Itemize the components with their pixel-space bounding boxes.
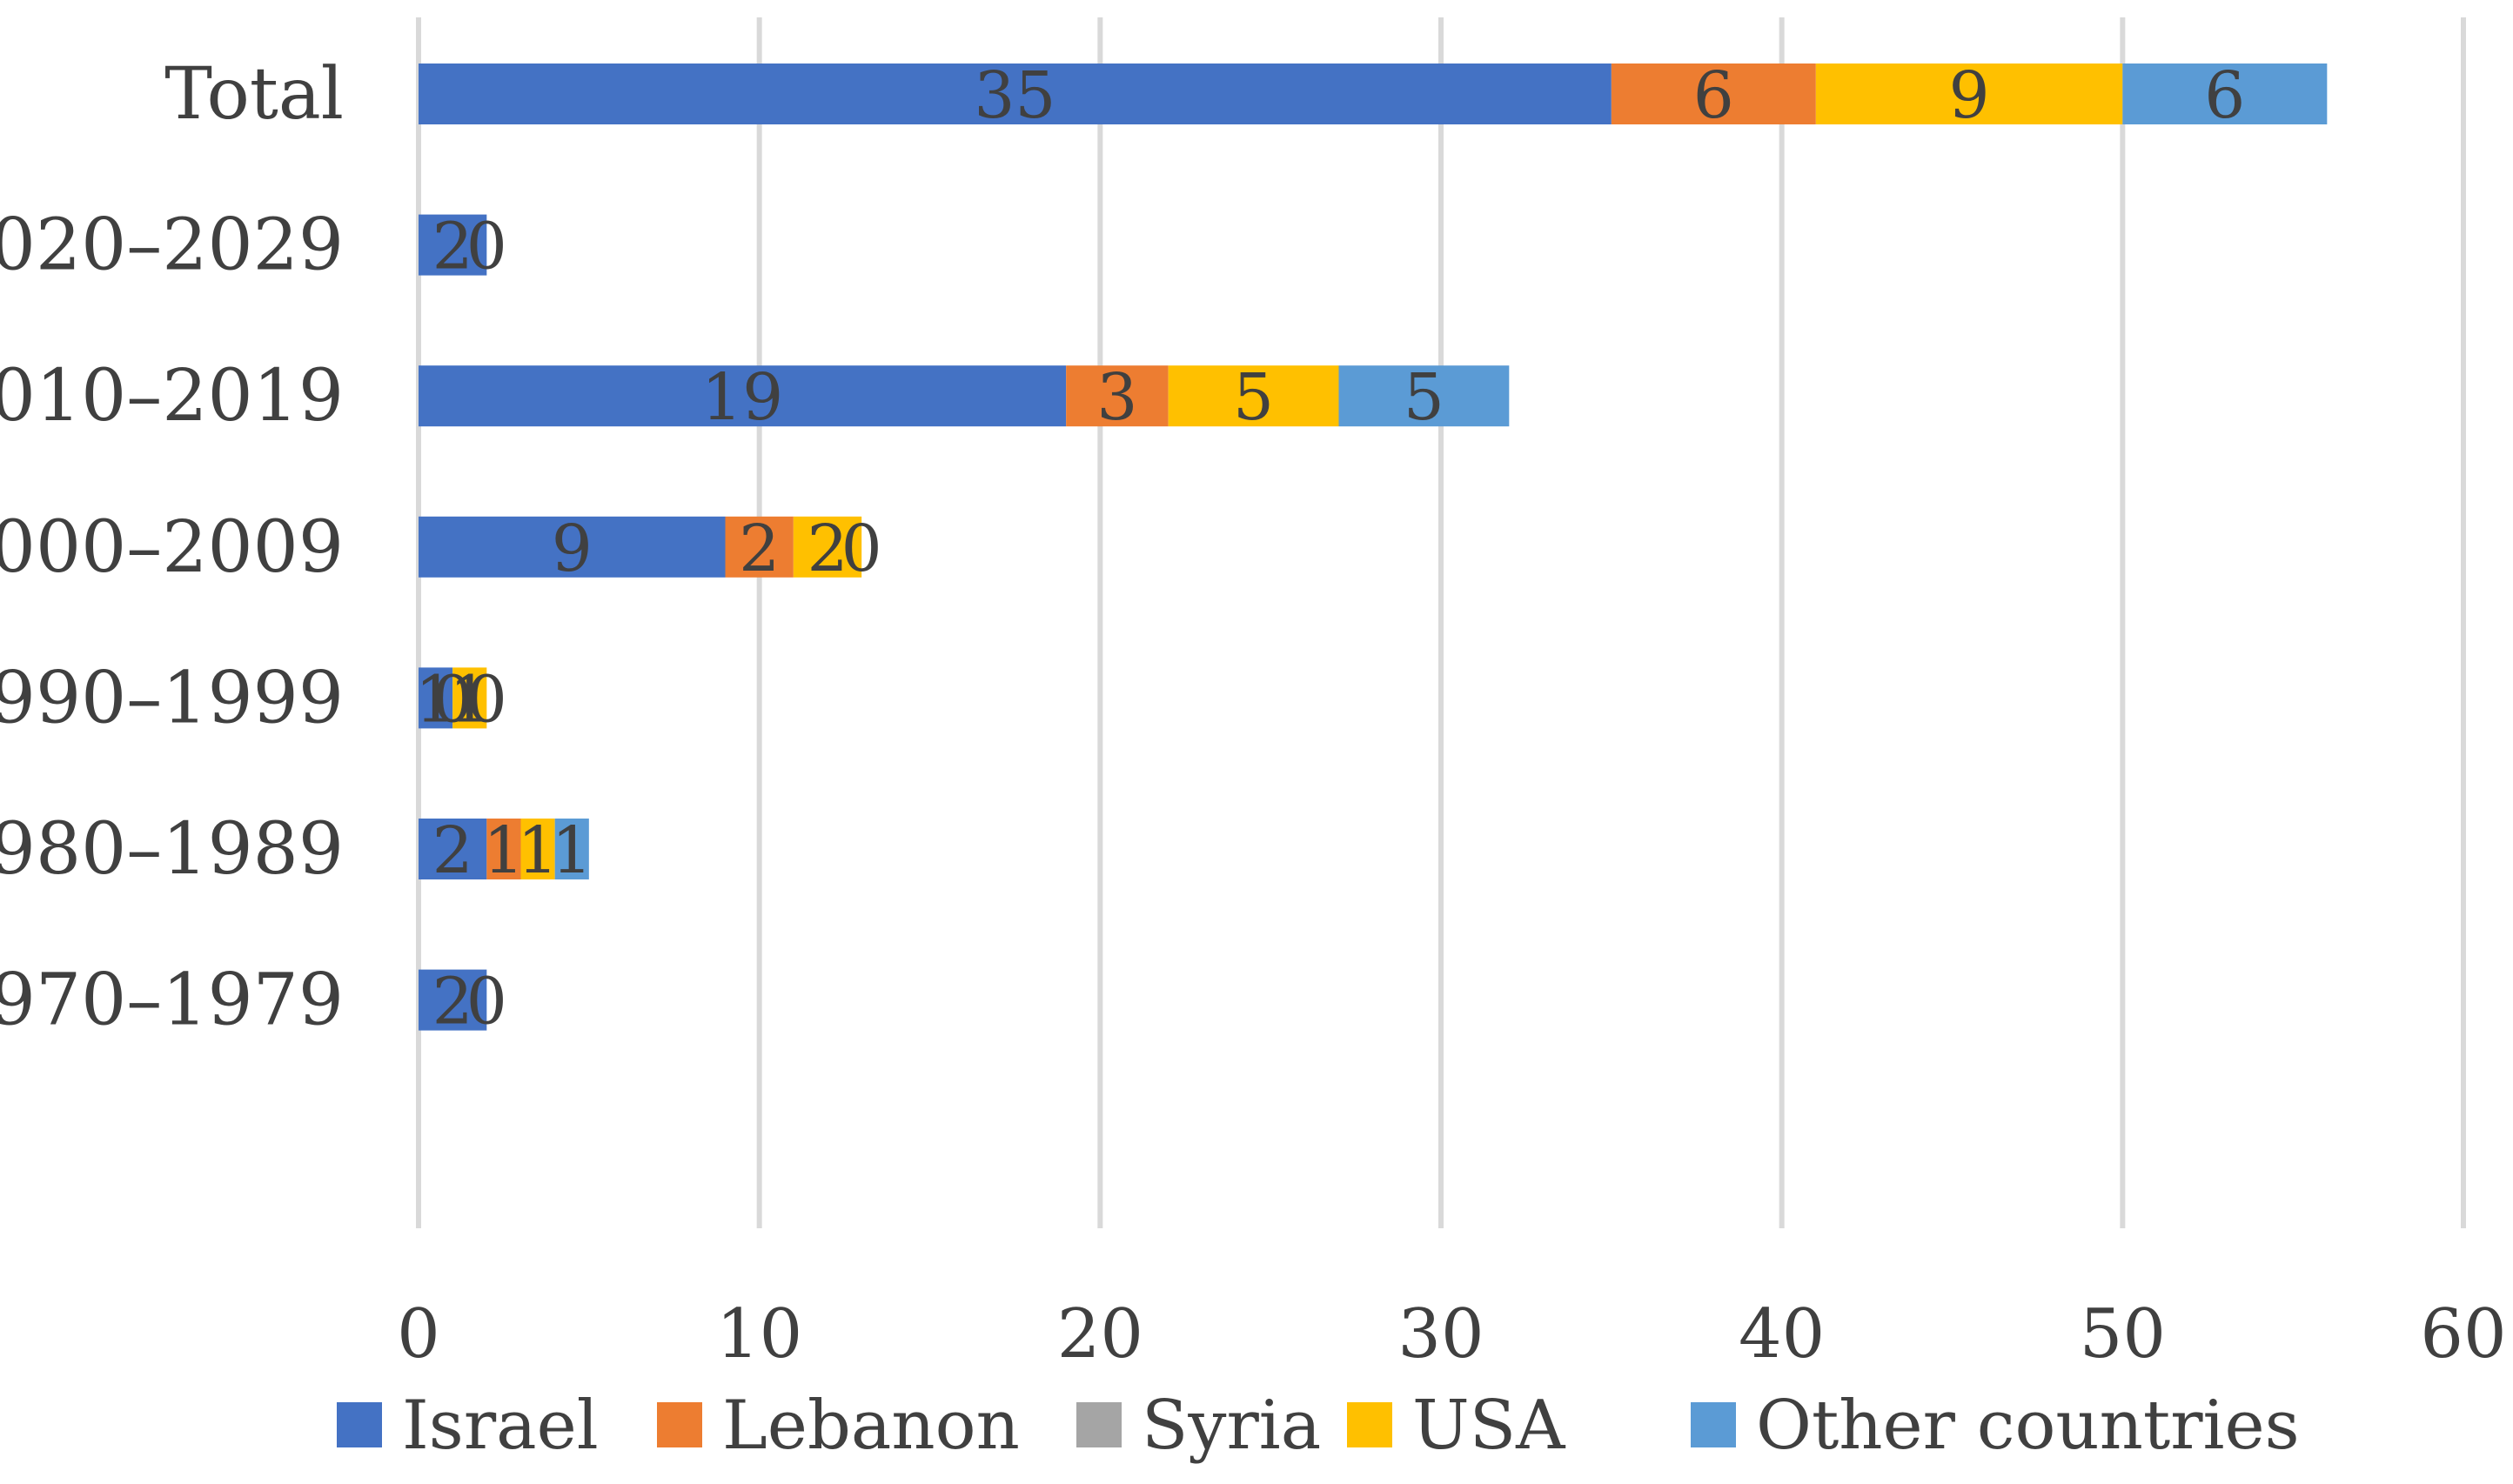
legend-label: Other countries: [1756, 1387, 2300, 1465]
legend-label: Israel: [402, 1387, 599, 1465]
bar-segment: [452, 667, 487, 729]
bar-segment: [419, 969, 487, 1031]
data-label: 6: [1693, 58, 1734, 133]
legend-swatch: [337, 1402, 382, 1447]
bar-segment: [1066, 365, 1169, 427]
category-label: 1980–1989: [0, 808, 344, 891]
legend-swatch: [657, 1402, 702, 1447]
bars: [419, 64, 2328, 1031]
data-label: 19: [701, 360, 783, 435]
legend-swatch: [1347, 1402, 1392, 1447]
x-tick-label: 0: [397, 1295, 440, 1374]
x-tick-label: 50: [2080, 1295, 2166, 1374]
legend-label: Lebanon: [722, 1387, 1020, 1465]
bar-segment: [2122, 64, 2328, 124]
legend-label: Syria: [1142, 1387, 1321, 1465]
x-tick-label: 60: [2420, 1295, 2506, 1374]
category-label: 2020–2029: [0, 204, 344, 287]
bar-segment: [793, 516, 862, 578]
data-label: 0: [841, 511, 882, 586]
category-label: Total: [164, 53, 344, 136]
data-label: 2: [432, 965, 473, 1039]
bar-segment: [1611, 64, 1816, 124]
data-label: 2: [432, 813, 473, 888]
data-label: 9: [552, 511, 593, 586]
data-label: 2: [432, 210, 473, 284]
data-label: 1: [449, 662, 490, 737]
bar-segment: [1815, 64, 2123, 124]
data-label: 1: [552, 813, 593, 888]
data-label: 35: [974, 58, 1055, 133]
bar-segment: [419, 214, 487, 276]
bar-segment: [554, 819, 589, 879]
data-label: 0: [466, 662, 507, 737]
bar-segment: [725, 516, 794, 578]
data-label: 0: [466, 965, 507, 1039]
legend: Israel Lebanon Syria USA Other countries: [337, 1387, 2300, 1465]
category-label: 2000–2009: [0, 506, 344, 589]
x-tick-label: 40: [1739, 1295, 1825, 1374]
data-label: 1: [483, 813, 524, 888]
bar-segment: [419, 365, 1067, 427]
data-label: 1: [415, 662, 456, 737]
data-label: 2: [739, 511, 780, 586]
data-label: 3: [1096, 360, 1137, 435]
data-label: 2: [807, 511, 848, 586]
gridlines: [416, 17, 2466, 1228]
bar-segment: [419, 667, 453, 729]
data-label: 5: [1233, 360, 1274, 435]
data-label: 6: [2204, 58, 2245, 133]
x-tick-label: 30: [1397, 1295, 1484, 1374]
bar-segment: [419, 64, 1612, 124]
category-label: 1970–1979: [0, 959, 344, 1042]
data-label: 0: [432, 662, 473, 737]
data-label: 9: [1949, 58, 1990, 133]
x-tick-label: 10: [716, 1295, 802, 1374]
data-label: 5: [1404, 360, 1444, 435]
category-label: 1990–1999: [0, 657, 344, 739]
bar-segment: [419, 516, 726, 578]
bar-segment: [486, 819, 521, 879]
x-tick-label: 20: [1057, 1295, 1143, 1374]
data-label: 1: [518, 813, 559, 888]
data-label: 0: [466, 210, 507, 284]
legend-label: USA: [1412, 1387, 1566, 1465]
bar-segment: [520, 819, 555, 879]
legend-swatch: [1076, 1402, 1122, 1447]
bar-segment: [419, 819, 487, 879]
legend-swatch: [1691, 1402, 1736, 1447]
bar-segment: [1168, 365, 1339, 427]
axes: 0102030405060Total2020–20292010–20192000…: [0, 53, 2507, 1374]
bar-segment: [1338, 365, 1510, 427]
